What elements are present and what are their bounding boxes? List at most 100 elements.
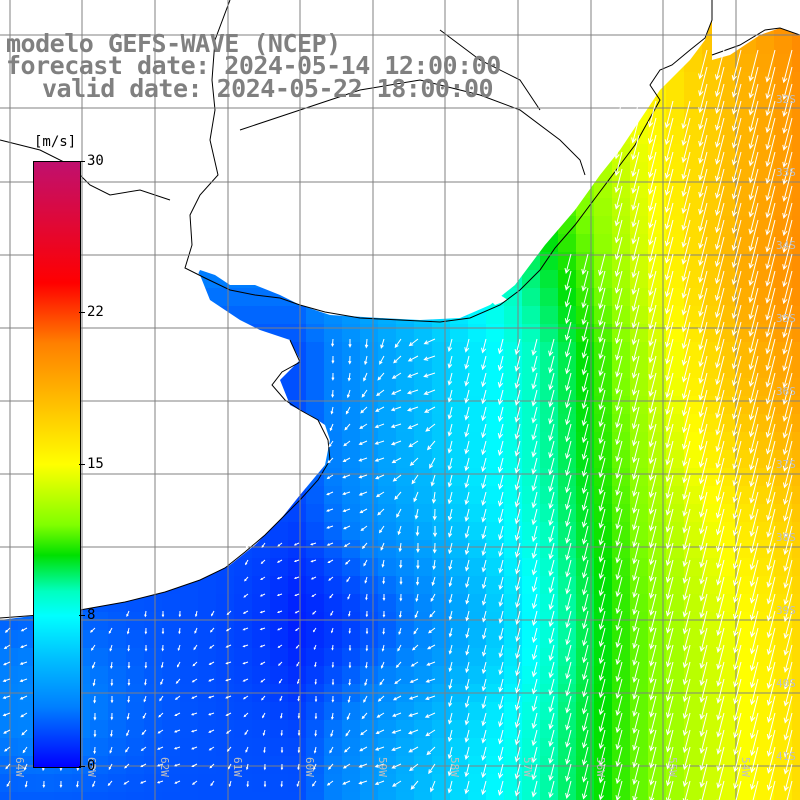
speed-cell	[720, 774, 739, 793]
wind-arrow	[161, 611, 165, 618]
wind-arrow	[598, 661, 606, 682]
speed-cell	[216, 612, 235, 631]
speed-cell	[162, 774, 181, 793]
wind-arrow	[277, 644, 283, 648]
colorbar-tick	[79, 464, 85, 465]
wind-arrow	[531, 508, 538, 526]
speed-cell	[198, 738, 217, 757]
wind-arrow	[209, 644, 215, 649]
speed-cell	[450, 720, 469, 739]
speed-cell	[180, 630, 199, 649]
wind-arrow	[732, 440, 742, 470]
speed-cell	[324, 774, 343, 793]
wind-arrow	[242, 678, 249, 682]
latitude-label: 34S	[776, 239, 796, 252]
speed-cell	[360, 540, 379, 559]
wind-arrow	[765, 355, 776, 388]
wind-arrow	[398, 627, 402, 635]
speed-cell	[666, 792, 685, 800]
speed-cell	[756, 594, 775, 613]
wind-arrow	[280, 763, 284, 771]
wind-arrow	[208, 729, 215, 733]
speed-cell	[162, 720, 181, 739]
wind-arrow	[515, 678, 521, 694]
wind-arrow	[614, 270, 623, 294]
wind-arrow	[648, 508, 657, 532]
speed-cell	[432, 558, 451, 577]
speed-cell	[432, 702, 451, 721]
wind-arrow	[716, 712, 725, 738]
wind-arrow	[648, 202, 657, 229]
speed-cell	[504, 774, 523, 793]
speed-cell	[360, 612, 379, 631]
speed-cell	[396, 378, 415, 397]
wind-arrow	[348, 610, 351, 617]
wind-arrow	[615, 304, 623, 328]
speed-cell	[774, 792, 793, 800]
speed-cell	[378, 414, 397, 433]
longitude-label: 54W	[739, 757, 752, 777]
wind-arrow	[748, 49, 759, 82]
wind-arrow	[156, 763, 164, 767]
wind-arrow	[481, 763, 487, 779]
speed-cell	[162, 792, 181, 800]
wind-arrow	[598, 610, 606, 631]
wind-arrow	[208, 678, 215, 682]
wind-arrow	[699, 712, 708, 737]
speed-cell	[792, 342, 800, 361]
speed-cell	[756, 72, 775, 91]
speed-cell	[594, 720, 613, 739]
wind-arrow	[733, 661, 742, 688]
wind-arrow	[649, 746, 657, 769]
speed-cell	[504, 792, 523, 800]
wind-arrow	[5, 763, 11, 770]
wind-arrow	[766, 712, 776, 740]
wind-arrow	[615, 763, 623, 785]
wind-arrow	[681, 321, 691, 350]
speed-cell	[558, 324, 577, 343]
speed-cell	[270, 594, 289, 613]
speed-cell	[216, 576, 235, 595]
wind-arrow	[406, 406, 419, 412]
wind-arrow	[765, 151, 776, 185]
speed-cell	[450, 468, 469, 487]
wind-arrow	[598, 491, 606, 512]
speed-cell	[756, 702, 775, 721]
wind-arrow	[632, 678, 640, 700]
speed-cell	[234, 576, 253, 595]
wind-arrow	[732, 491, 742, 520]
wind-arrow	[498, 627, 504, 641]
speed-cell	[270, 540, 289, 559]
wind-arrow	[191, 678, 198, 683]
wind-arrow	[766, 678, 776, 706]
speed-cell	[90, 774, 109, 793]
wind-arrow	[765, 66, 776, 100]
wind-arrow	[514, 355, 521, 372]
wind-arrow	[615, 780, 623, 800]
speed-cell	[396, 720, 415, 739]
latitude-label: 35S	[776, 312, 796, 325]
wind-arrow	[531, 576, 538, 593]
wind-arrow	[297, 746, 301, 754]
speed-cell	[486, 414, 505, 433]
wind-arrow	[748, 270, 759, 304]
wind-arrow	[698, 236, 708, 267]
speed-cell	[108, 666, 127, 685]
speed-cell	[234, 792, 253, 800]
speed-cell	[738, 252, 757, 271]
wind-arrow	[407, 423, 419, 429]
wind-arrow	[361, 542, 368, 550]
wind-arrow	[648, 134, 657, 162]
wind-arrow	[276, 576, 283, 580]
land-area	[712, 0, 800, 60]
wind-arrow	[765, 219, 776, 253]
speed-cell	[774, 648, 793, 667]
wind-arrow	[431, 491, 437, 504]
wind-arrow	[497, 372, 504, 389]
wind-arrow	[631, 202, 640, 228]
speed-cell	[270, 792, 289, 800]
wind-arrow	[665, 610, 674, 634]
wind-arrow	[548, 338, 555, 357]
speed-cell	[738, 540, 757, 559]
speed-cell	[792, 612, 800, 631]
